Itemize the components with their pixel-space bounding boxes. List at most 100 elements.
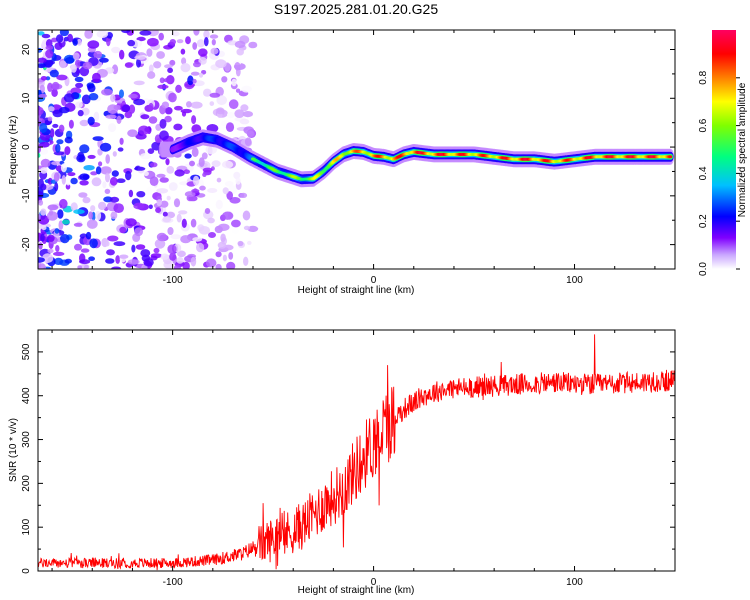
noise-blob — [164, 107, 173, 115]
noise-blob — [246, 130, 255, 138]
noise-blob — [181, 218, 187, 228]
noise-blob — [244, 137, 252, 146]
noise-blob — [198, 48, 208, 57]
noise-blob — [47, 116, 53, 122]
noise-blob — [168, 182, 178, 191]
noise-blob — [161, 101, 170, 109]
noise-blob — [218, 50, 225, 58]
y-tick-label: 0 — [21, 144, 32, 150]
y-tick-label: 400 — [21, 387, 32, 404]
noise-blob — [113, 241, 126, 247]
noise-blob — [91, 177, 102, 187]
noise-blob — [135, 133, 147, 140]
colorbar-ticks: 0.0 0.2 0.4 0.6 0.8 — [698, 70, 740, 276]
noise-blob — [174, 169, 185, 177]
noise-blob — [190, 256, 197, 267]
noise-blob — [231, 78, 237, 87]
noise-blob — [224, 181, 234, 187]
noise-blob — [204, 37, 209, 47]
noise-blob — [147, 148, 155, 155]
noise-blob — [156, 188, 169, 194]
noise-blob — [204, 208, 211, 214]
noise-blob — [110, 211, 118, 220]
noise-blob — [149, 162, 158, 168]
noise-blob — [240, 104, 249, 112]
noise-blob — [189, 160, 195, 167]
snr-ylabel: SNR (10 * v/v) — [8, 418, 19, 482]
noise-blob — [89, 238, 98, 249]
noise-blob — [38, 152, 41, 158]
noise-blob — [159, 130, 169, 141]
noise-blob — [51, 81, 60, 91]
noise-blob — [166, 166, 175, 174]
noise-blob — [243, 225, 250, 231]
noise-blob — [201, 152, 208, 160]
noise-blob — [98, 201, 107, 211]
noise-blob — [159, 77, 165, 84]
noise-blob — [47, 82, 53, 93]
noise-blob — [150, 255, 158, 261]
noise-blob — [239, 118, 250, 125]
noise-blob — [59, 106, 70, 114]
noise-blob — [45, 49, 54, 59]
noise-blob — [63, 93, 75, 103]
noise-blob — [216, 177, 222, 183]
signal-core — [668, 155, 673, 159]
noise-blob — [56, 34, 64, 43]
noise-blob — [242, 111, 253, 118]
noise-blob — [148, 64, 154, 73]
noise-blob — [215, 263, 222, 269]
noise-blob — [233, 171, 241, 180]
noise-blob — [48, 106, 55, 112]
noise-blob — [192, 175, 200, 186]
noise-blob — [192, 237, 203, 242]
noise-blob — [235, 88, 241, 93]
noise-blob — [173, 264, 182, 269]
noise-blob — [138, 125, 150, 135]
noise-blob — [72, 52, 80, 61]
noise-blob — [77, 109, 84, 117]
noise-blob — [124, 62, 133, 68]
noise-blob — [84, 30, 93, 39]
noise-blob — [86, 219, 98, 229]
noise-blob — [111, 266, 122, 269]
noise-blob — [176, 257, 184, 264]
noise-blob — [52, 123, 59, 128]
snr-series-line — [38, 334, 675, 571]
noise-blob — [133, 202, 145, 210]
noise-blob — [105, 258, 115, 264]
noise-blob — [164, 115, 172, 123]
noise-blob — [193, 61, 201, 68]
x-tick-label: 100 — [566, 275, 583, 286]
x-tick-label: -100 — [163, 275, 183, 286]
noise-blob — [98, 161, 103, 167]
noise-blob — [61, 175, 66, 185]
noise-blob — [68, 119, 74, 129]
noise-blob — [79, 119, 89, 127]
y-tick-label: 100 — [21, 518, 32, 535]
noise-blob — [96, 30, 109, 38]
noise-blob — [159, 177, 169, 183]
noise-blob — [102, 181, 107, 189]
noise-blob — [39, 141, 50, 148]
noise-blob — [222, 160, 234, 169]
noise-blob — [198, 72, 204, 78]
noise-blob — [88, 256, 95, 262]
noise-blob — [76, 38, 82, 46]
snr-panel: -100 0 100 0 100 200 300 400 500 Height of strai… — [8, 329, 676, 596]
noise-blob — [60, 234, 70, 244]
noise-blob — [196, 242, 205, 253]
noise-blob — [119, 254, 129, 259]
noise-blob — [210, 47, 219, 55]
noise-blob — [209, 34, 219, 39]
noise-blob — [128, 93, 138, 99]
noise-blob — [181, 57, 187, 65]
noise-blob — [190, 71, 200, 76]
noise-blob — [59, 60, 67, 69]
noise-blob — [229, 197, 241, 204]
noise-blob — [106, 249, 115, 256]
noise-blob — [64, 57, 75, 64]
noise-blob — [217, 223, 230, 231]
noise-blob — [211, 39, 216, 46]
